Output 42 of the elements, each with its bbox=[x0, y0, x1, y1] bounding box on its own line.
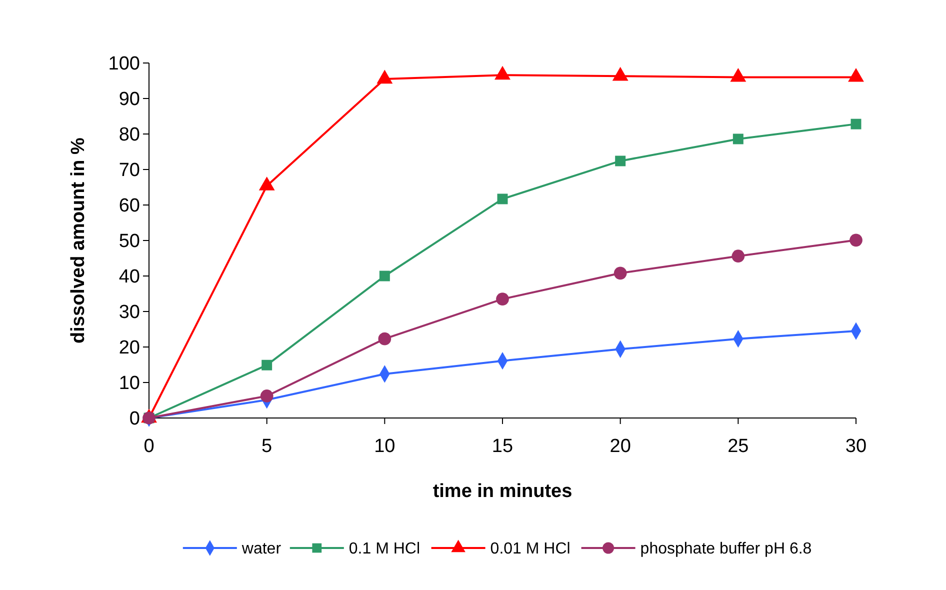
legend-label: 0.01 M HCl bbox=[490, 540, 570, 558]
y-tick-label: 40 bbox=[118, 266, 140, 288]
legend-label: water bbox=[240, 540, 282, 558]
point bbox=[378, 332, 392, 346]
y-tick-label: 90 bbox=[118, 89, 140, 110]
point bbox=[730, 68, 746, 82]
point bbox=[612, 66, 628, 81]
point bbox=[379, 270, 390, 282]
y-tick-label: 10 bbox=[118, 373, 140, 394]
y-tick-label: 30 bbox=[118, 302, 140, 324]
x-tick-label: 10 bbox=[374, 436, 396, 457]
point bbox=[497, 194, 508, 204]
point bbox=[262, 360, 272, 370]
point bbox=[732, 250, 745, 263]
y-tick-label: 20 bbox=[118, 338, 140, 359]
legend-label: 0.1 M HCl bbox=[348, 540, 420, 558]
y-tick-label: 60 bbox=[118, 196, 140, 217]
y-tick-label: 100 bbox=[108, 54, 140, 75]
y-tick-label: 0 bbox=[129, 408, 140, 430]
point bbox=[494, 66, 510, 80]
point bbox=[850, 118, 862, 130]
y-tick-label: 70 bbox=[118, 160, 140, 182]
point bbox=[258, 176, 275, 190]
x-tick-label: 25 bbox=[728, 436, 749, 457]
point bbox=[615, 156, 626, 166]
point bbox=[376, 70, 393, 84]
point bbox=[848, 68, 864, 82]
x-axis-title: time in minutes bbox=[432, 481, 572, 502]
x-tick-label: 15 bbox=[492, 436, 514, 457]
y-tick-label: 50 bbox=[118, 231, 140, 252]
point bbox=[732, 134, 744, 144]
point bbox=[614, 266, 627, 280]
x-tick-label: 30 bbox=[845, 436, 867, 457]
point bbox=[260, 390, 274, 402]
point bbox=[850, 234, 862, 247]
legend-label: phosphate buffer pH 6.8 bbox=[640, 540, 812, 558]
y-tick-label: 80 bbox=[118, 124, 140, 146]
x-tick-label: 0 bbox=[144, 436, 154, 457]
x-tick-label: 5 bbox=[262, 436, 272, 457]
point bbox=[496, 292, 509, 306]
y-axis-title: dissolved amount in % bbox=[68, 137, 89, 344]
x-tick-label: 20 bbox=[610, 436, 631, 457]
